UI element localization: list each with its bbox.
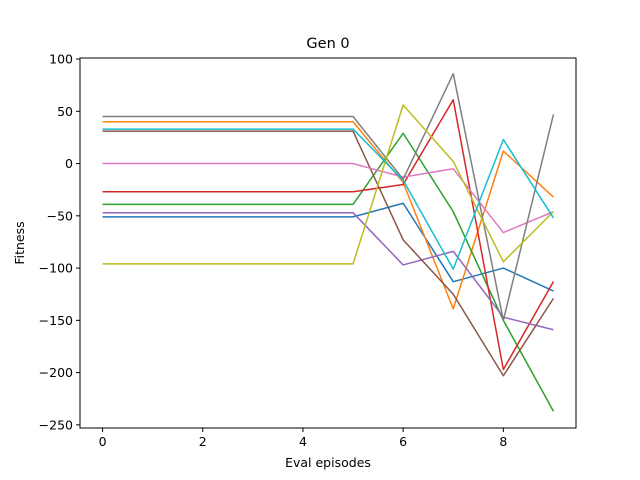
y-tick-label: 50 [57,104,73,119]
series-line-8 [102,72,555,322]
series-line-5 [102,211,554,331]
axes-ticks-group: 0 2 4 6 8 100 50 0 −50 −100 −150 −200 −250 [39,52,508,449]
y-tick-label: −50 [47,208,73,223]
x-axis-label: Eval episodes [285,455,371,470]
series-line-10 [102,128,555,270]
y-tick-label: −250 [39,417,73,432]
x-tick-label: 2 [199,434,207,449]
x-tick-label: 0 [99,434,107,449]
series-line-9 [102,104,554,265]
plot-series-group [102,72,555,412]
y-tick-label: −100 [39,261,73,276]
series-line-2 [102,121,554,310]
y-tick-label: 100 [49,52,73,67]
y-tick-label: −200 [39,365,73,380]
series-line-1 [102,202,554,292]
series-line-3 [102,132,555,412]
plot-frame [79,57,577,429]
x-tick-label: 4 [299,434,307,449]
x-tick-label: 6 [399,434,407,449]
series-line-4 [102,99,555,371]
y-tick-label: −150 [39,313,73,328]
chart-title: Gen 0 [306,36,349,52]
y-tick-label: 0 [65,156,73,171]
y-axis-label: Fitness [12,221,27,264]
series-line-6 [102,130,555,377]
x-tick-label: 8 [499,434,507,449]
